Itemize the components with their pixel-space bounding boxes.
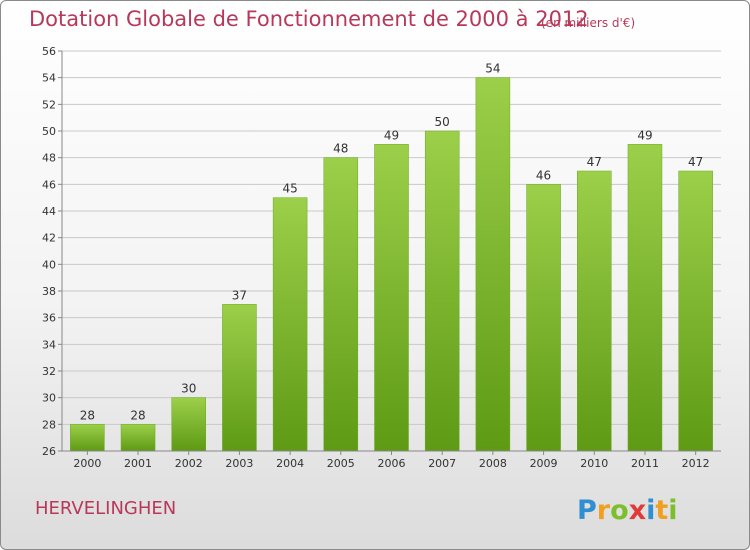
bar-value-label-2002: 30 (181, 382, 196, 396)
logo-letter-i: i (646, 495, 655, 526)
ytick-label-36: 36 (42, 312, 56, 325)
bar-value-label-2010: 47 (587, 155, 602, 169)
ytick-label-56: 56 (42, 45, 56, 58)
bar-2010 (577, 170, 612, 452)
bar-2007 (424, 130, 460, 452)
bar-2000 (70, 424, 105, 452)
bar-2005 (323, 157, 359, 452)
ytick-label-42: 42 (42, 232, 56, 245)
xtick-label-2005: 2005 (327, 457, 355, 470)
svg-text:Proxiti: Proxiti (577, 495, 678, 526)
ytick-label-26: 26 (42, 445, 56, 458)
commune-name: HERVELINGHEN (35, 498, 177, 519)
logo-letter-o: o (610, 495, 629, 526)
ytick-label-30: 30 (42, 392, 56, 405)
ytick-label-28: 28 (42, 418, 56, 431)
xtick-label-2008: 2008 (479, 457, 507, 470)
proxiti-logo: Proxiti (577, 495, 678, 526)
bar-value-label-2011: 49 (637, 128, 652, 142)
chart-subtitle: (en milliers d'€) (541, 16, 636, 30)
ytick-label-46: 46 (42, 178, 56, 191)
bar-2011 (627, 144, 663, 452)
bar-2009 (526, 184, 561, 452)
xtick-label-2009: 2009 (530, 457, 558, 470)
bar-value-label-2006: 49 (384, 128, 399, 142)
bar-2012 (678, 170, 713, 452)
bar-value-label-2008: 54 (485, 62, 500, 76)
ytick-label-38: 38 (42, 285, 56, 298)
bars-layer (70, 77, 713, 452)
ytick-label-54: 54 (42, 72, 56, 85)
axis-layer: 26 28 30 32 34 36 38 40 42 44 46 48 50 52 54 56 2000 2001… (42, 45, 721, 470)
ytick-label-50: 50 (42, 125, 56, 138)
xtick-label-2001: 2001 (124, 457, 152, 470)
bar-value-label-2004: 45 (282, 182, 297, 196)
bar-2003 (222, 304, 257, 452)
labels-layer: 28 28 30 37 45 48 49 50 54 46 47 49 47 (80, 62, 704, 423)
bar-2004 (272, 197, 308, 452)
logo-letter-r: r (597, 495, 611, 526)
ytick-label-52: 52 (42, 98, 56, 111)
bar-value-label-2012: 47 (688, 155, 703, 169)
xtick-label-2003: 2003 (225, 457, 253, 470)
xtick-label-2007: 2007 (428, 457, 456, 470)
logo-letter-t: t (655, 495, 668, 526)
bar-2008 (475, 77, 511, 452)
ytick-label-48: 48 (42, 152, 56, 165)
ytick-label-34: 34 (42, 338, 56, 351)
bar-2006 (374, 144, 409, 452)
ytick-label-44: 44 (42, 205, 56, 218)
xtick-label-2010: 2010 (580, 457, 608, 470)
bar-value-label-2009: 46 (536, 168, 551, 182)
bar-value-label-2007: 50 (435, 115, 450, 129)
logo-letter-x: x (629, 495, 646, 526)
logo-letter-i2: i (668, 495, 677, 526)
xtick-label-2002: 2002 (175, 457, 203, 470)
chart-title: Dotation Globale de Fonctionnement de 20… (29, 7, 589, 31)
ytick-label-40: 40 (42, 258, 56, 271)
xtick-label-2004: 2004 (276, 457, 304, 470)
bar-2001 (120, 424, 156, 452)
bar-value-label-2003: 37 (232, 288, 247, 302)
bar-value-label-2000: 28 (80, 408, 95, 422)
xtick-label-2006: 2006 (378, 457, 406, 470)
bar-value-label-2005: 48 (333, 142, 348, 156)
ytick-label-32: 32 (42, 365, 56, 378)
xtick-label-2012: 2012 (682, 457, 710, 470)
logo-letter-p: P (577, 495, 597, 526)
bar-2002 (171, 397, 206, 452)
xtick-label-2011: 2011 (631, 457, 659, 470)
bar-value-label-2001: 28 (130, 408, 145, 422)
xtick-label-2000: 2000 (73, 457, 101, 470)
